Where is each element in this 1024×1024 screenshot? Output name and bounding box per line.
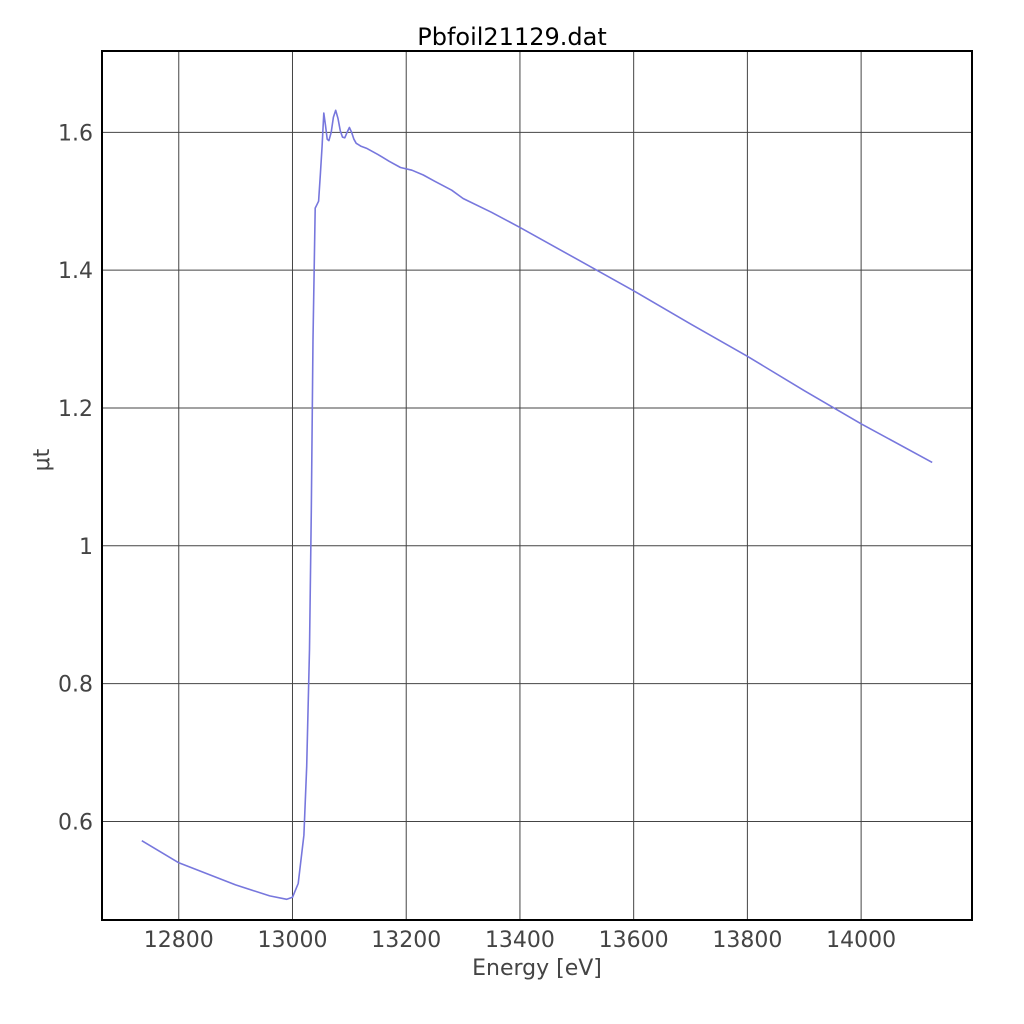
x-tick-label: 13400 bbox=[485, 928, 555, 953]
x-axis-ticks: 12800 13000 13200 13400 13600 13800 14000 bbox=[144, 928, 896, 953]
plot-frame bbox=[101, 50, 973, 921]
grid bbox=[102, 51, 972, 920]
x-tick-label: 13600 bbox=[599, 928, 669, 953]
series-line bbox=[141, 109, 933, 901]
y-tick-label: 1 bbox=[79, 535, 93, 560]
x-tick-label: 13000 bbox=[257, 928, 327, 953]
y-tick-label: 0.6 bbox=[58, 810, 93, 835]
y-tick-label: 1.4 bbox=[58, 259, 93, 284]
x-tick-label: 14000 bbox=[826, 928, 896, 953]
y-tick-label: 1.6 bbox=[58, 121, 93, 146]
y-axis-ticks: 0.6 0.8 1 1.2 1.4 1.6 bbox=[58, 121, 93, 835]
y-tick-label: 1.2 bbox=[58, 397, 93, 422]
x-tick-label: 13800 bbox=[712, 928, 782, 953]
x-tick-label: 12800 bbox=[144, 928, 214, 953]
x-axis-label: Energy [eV] bbox=[472, 956, 602, 981]
y-tick-label: 0.8 bbox=[58, 673, 93, 698]
y-axis-label: μt bbox=[30, 448, 55, 471]
series-layer bbox=[141, 109, 933, 901]
x-tick-label: 13200 bbox=[371, 928, 441, 953]
chart-title: Pbfoil21129.dat bbox=[417, 23, 607, 51]
